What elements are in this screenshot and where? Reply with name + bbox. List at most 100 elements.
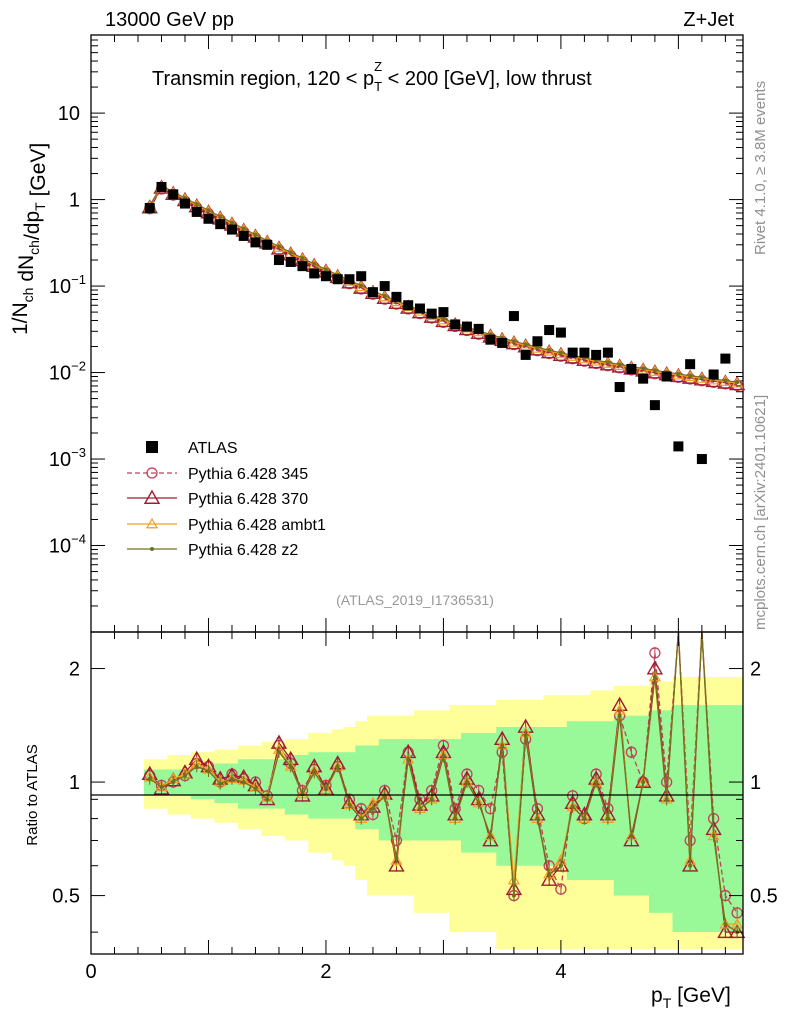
mc-point [229, 220, 234, 225]
ratio-tick-label-right: 0.5 [750, 886, 778, 908]
atlas-point [203, 213, 214, 224]
mc-point [649, 647, 661, 659]
atlas-point [661, 371, 672, 382]
green-band [625, 715, 638, 896]
mc-point [347, 802, 352, 807]
atlas-point [156, 181, 167, 192]
mc-point [253, 786, 258, 791]
mc-point [641, 780, 646, 785]
y-tick-label: 1 [69, 190, 80, 212]
green-band [484, 732, 497, 853]
mc-point [382, 793, 387, 798]
mc-point [265, 797, 270, 802]
mc-point [382, 293, 387, 298]
mc-point [594, 780, 599, 785]
mc-point [276, 750, 281, 755]
mc-point [688, 863, 693, 868]
mc-point [547, 872, 552, 877]
y-tick-label: 10−4 [49, 532, 86, 558]
mc-series-1 [144, 183, 743, 392]
mc-point [688, 373, 693, 378]
rivet-label: Rivet 4.1.0, ≥ 3.8M events [752, 81, 769, 255]
green-band [590, 721, 603, 880]
legend-label: Pythia 6.428 ambt1 [188, 517, 326, 534]
header-right: Z+Jet [683, 9, 734, 31]
mc-point [582, 816, 587, 821]
mc-point [723, 378, 728, 383]
atlas-point [555, 327, 566, 338]
green-band [543, 726, 556, 866]
atlas-point [144, 202, 155, 213]
legend-entry: Pythia 6.428 ambt1 [127, 517, 326, 534]
y-tick-label: 10−3 [49, 445, 86, 471]
mc-point [335, 764, 340, 769]
top-axis-ticks: 10−4 10−3 10−2 10−1 1 10 [49, 34, 743, 633]
green-band [602, 721, 615, 880]
top-data-markers [141, 179, 746, 465]
mc-point [441, 316, 446, 321]
mc-point [464, 780, 469, 785]
mc-point [417, 806, 422, 811]
mc-point [453, 816, 458, 821]
mc-point [511, 339, 516, 344]
atlas-point [473, 323, 484, 334]
legend-entry: Pythia 6.428 345 [127, 466, 308, 483]
mc-point [717, 923, 734, 939]
mc-point [484, 803, 497, 815]
mc-point [684, 834, 696, 847]
mc-point [147, 776, 152, 781]
green-band [696, 705, 709, 933]
x-axis-title: pT [GeV] [651, 984, 731, 1011]
mc-point [629, 833, 634, 838]
atlas-series [144, 181, 731, 465]
green-band [461, 732, 474, 853]
mc-point [359, 816, 364, 821]
atlas-point [544, 325, 555, 336]
atlas-point [320, 271, 331, 282]
atlas-point [344, 274, 355, 285]
mc-point [146, 467, 158, 479]
ratio-tick-label-left: 1 [69, 772, 80, 794]
mc-point [394, 855, 399, 860]
atlas-point [250, 237, 261, 248]
atlas-point [614, 382, 625, 393]
mc-point [555, 883, 567, 895]
x-tick-label: 2 [320, 961, 331, 983]
ratio-axis-ticks: 0.5 0.5 1 1 2 2 0 2 4 [52, 632, 778, 983]
atlas-point [332, 274, 343, 285]
green-band [637, 715, 650, 896]
atlas-point [226, 224, 237, 235]
mc-point [535, 345, 540, 350]
mc-point [605, 360, 610, 365]
mc-point [171, 780, 176, 785]
mc-point [143, 489, 161, 504]
green-band [672, 705, 685, 933]
main-panel: 10−4 10−3 10−2 10−1 1 10 Transmin region, 120… [49, 34, 746, 633]
plot-title: Transmin region, 120 < pTZ < 200 [GeV], … [152, 59, 592, 94]
green-band [355, 745, 368, 830]
mcplots-label: mcplots.cern.ch [arXiv:2401.10621] [752, 395, 769, 630]
mc-point [535, 816, 540, 821]
mc-point [194, 202, 199, 207]
mc-point [390, 854, 403, 865]
green-band [555, 726, 568, 866]
mc-point [476, 801, 481, 806]
atlas-point [696, 454, 707, 465]
ratio-tick-label-right: 1 [750, 772, 761, 794]
mc-point [617, 362, 622, 367]
atlas-point [602, 347, 613, 358]
atlas-point [450, 319, 461, 330]
atlas-point [485, 334, 496, 345]
mc-point [406, 757, 411, 762]
mc-series-2 [141, 179, 746, 391]
green-band [684, 705, 697, 933]
atlas-point [520, 349, 531, 360]
atlas-point [708, 369, 719, 380]
mc-line [149, 185, 738, 384]
ratio-series-4 [147, 631, 740, 939]
atlas-point [179, 198, 190, 209]
mc-line [149, 187, 738, 385]
atlas-point [262, 239, 273, 250]
mc-point [300, 256, 305, 261]
